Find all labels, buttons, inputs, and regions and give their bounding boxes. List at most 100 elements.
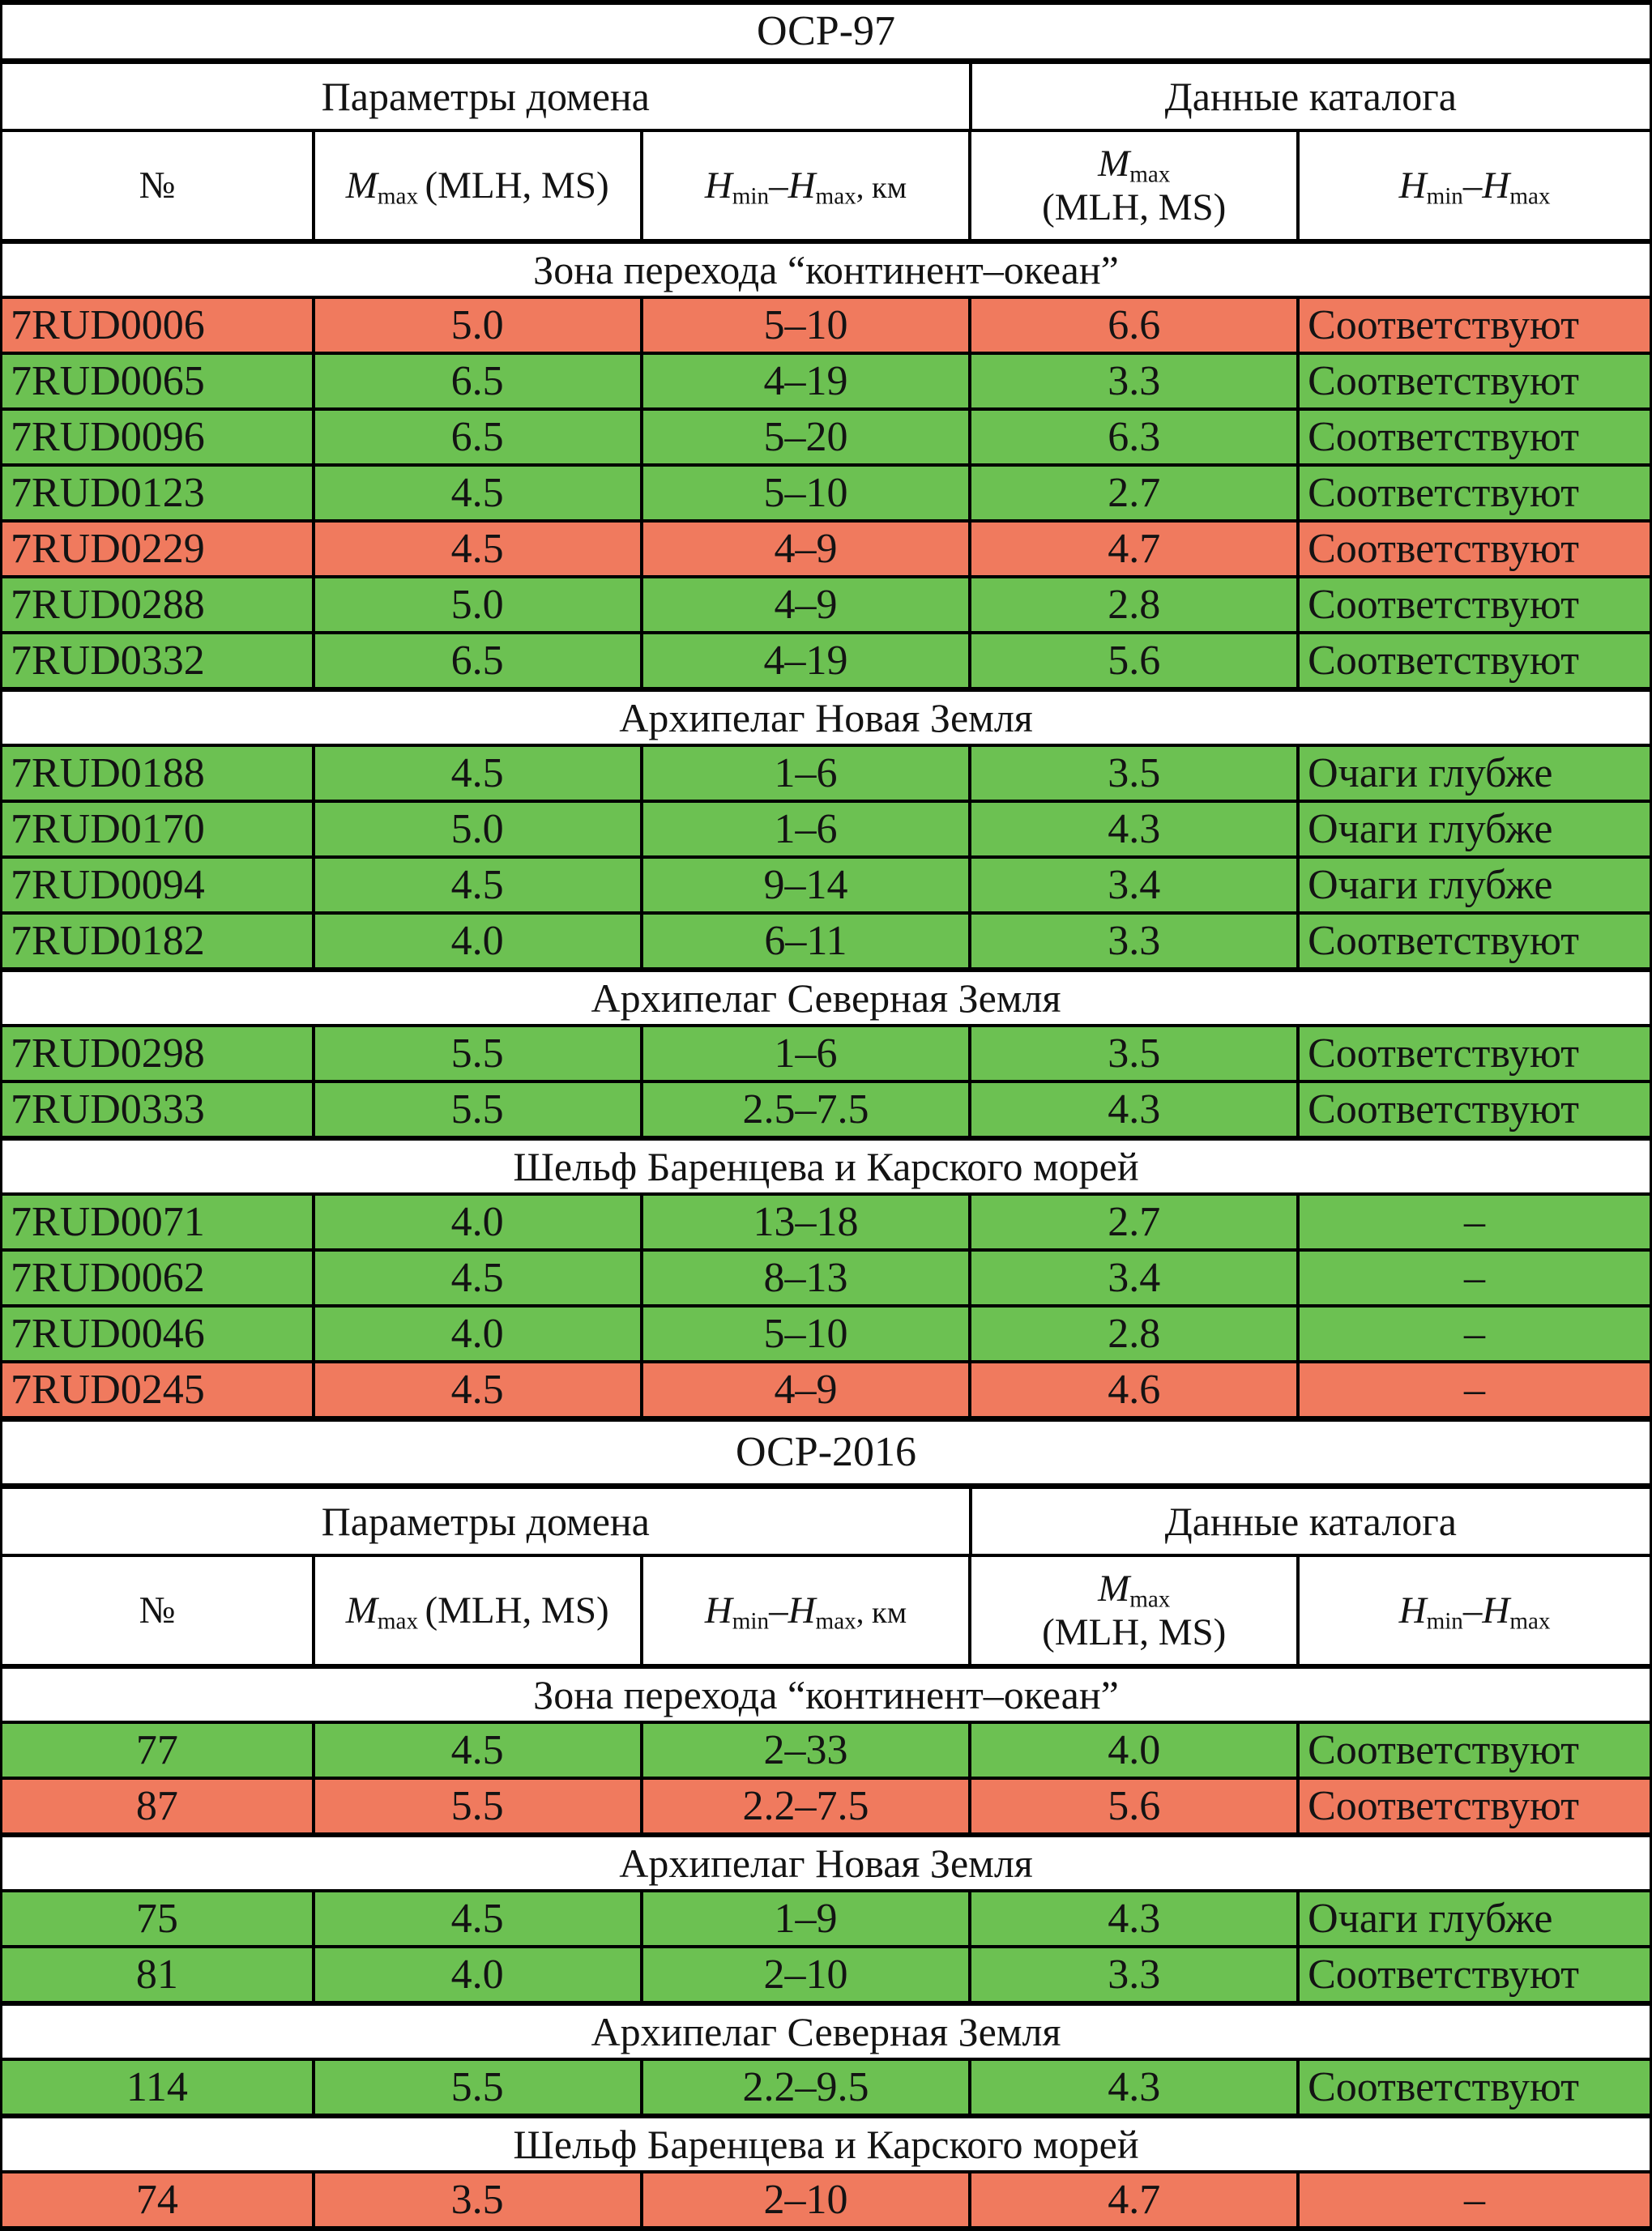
cell-status: Соответствуют [1296,299,1650,352]
table-title-osr97: ОСР-97 [756,8,896,54]
cell-hrange-domain: 2–10 [639,1948,969,2001]
cell-mmax-catalog: 6.6 [968,299,1296,352]
cell-domain-number: 7RUD0094 [11,861,205,908]
col-header-hrange-domain: Hmin–Hmax, км [639,1557,969,1664]
cell-mmax-domain: 4.5 [311,747,640,800]
cell-domain-number: 7RUD0333 [11,1086,205,1133]
cell-mmax-catalog: 3.3 [968,915,1296,967]
section-title: Архипелаг Северная Земля [2,2001,1650,2058]
cell-domain-number: 7RUD0298 [11,1030,205,1077]
column-headers: № Mmax (MLH, MS) Hmin–Hmax, км Mmax (MLH,… [2,129,1650,239]
cell-domain-number: 81 [135,1951,178,1998]
cell-mmax-domain: 5.0 [311,803,640,855]
cell-hrange-domain: 9–14 [639,859,969,911]
cell-status: Очаги глубже [1296,747,1650,800]
col-header-mmax-catalog: Mmax (MLH, MS) [968,132,1296,239]
cell-status: Соответствуют [1296,411,1650,463]
table-row: 7RUD0006 5.0 5–10 6.6 Соответствуют [2,296,1650,352]
cell-mmax-catalog: 3.3 [968,355,1296,407]
cell-status: Соответствуют [1296,1948,1650,2001]
column-group-catalog: Данные каталога [968,64,1650,129]
cell-hrange-domain: 5–10 [639,299,969,352]
cell-mmax-catalog: 4.3 [968,1083,1296,1136]
section-title: Зона перехода “континент–океан” [2,1664,1650,1721]
cell-hrange-domain: 1–6 [639,803,969,855]
col-header-hrange-catalog: Hmin–Hmax [1296,1557,1650,1664]
cell-domain-number: 87 [135,1782,178,1829]
cell-mmax-domain: 4.0 [311,915,640,967]
table-row: 7RUD0071 4.0 13–18 2.7– [2,1192,1650,1248]
cell-domain-number: 7RUD0123 [11,469,205,516]
table-row: 7RUD0332 6.5 4–19 5.6 Соответствуют [2,631,1650,687]
cell-mmax-domain: 4.5 [311,1724,640,1777]
cell-hrange-domain: 5–10 [639,1307,969,1360]
math-label: Mmax (MLH, MS) [1042,1567,1226,1654]
section-title: Шельф Баренцева и Карского морей [2,1136,1650,1192]
cell-status: Соответствуют [1296,1027,1650,1080]
cell-hrange-domain: 1–6 [639,747,969,800]
cell-hrange-domain: 5–20 [639,411,969,463]
cell-hrange-domain: 6–11 [639,915,969,967]
table-row: 7RUD0229 4.5 4–9 4.7 Соответствуют [2,519,1650,575]
math-label: Mmax (MLH, MS) [345,164,609,210]
math-label: Hmin–Hmax, км [704,164,907,210]
cell-domain-number: 7RUD0046 [11,1310,205,1357]
cell-status: Очаги глубже [1296,1892,1650,1945]
table-body-osr2016: Зона перехода “континент–океан” 77 4.5 2–33… [2,1664,1650,2226]
cell-mmax-domain: 5.0 [311,578,640,631]
section-title: Архипелаг Новая Земля [2,687,1650,744]
cell-domain-number: 7RUD0245 [11,1366,205,1413]
cell-mmax-domain: 4.5 [311,1252,640,1304]
table-row: 7RUD0333 5.5 2.5–7.5 4.3 Соответствуют [2,1080,1650,1136]
cell-status: Соответствуют [1296,915,1650,967]
cell-status: Очаги глубже [1296,859,1650,911]
col-header-number: № [139,1589,176,1632]
table-title-osr2016: ОСР-2016 [2,1416,1650,1483]
cell-status: Соответствуют [1296,578,1650,631]
cell-mmax-domain: 4.5 [311,859,640,911]
cell-hrange-domain: 4–19 [639,355,969,407]
cell-domain-number: 7RUD0096 [11,413,205,460]
cell-hrange-domain: 1–6 [639,1027,969,1080]
cell-mmax-catalog: 3.5 [968,1027,1296,1080]
cell-domain-number: 74 [135,2176,178,2223]
cell-domain-number: 7RUD0062 [11,1254,205,1301]
cell-domain-number: 7RUD0071 [11,1198,205,1245]
cell-status: Соответствуют [1296,1083,1650,1136]
cell-domain-number: 7RUD0006 [11,301,205,348]
cell-hrange-domain: 4–9 [639,1363,969,1416]
section-title: Зона перехода “континент–океан” [2,239,1650,296]
cell-mmax-catalog: 2.7 [968,1196,1296,1248]
math-label: Hmin–Hmax, км [704,1589,907,1635]
cell-hrange-domain: 8–13 [639,1252,969,1304]
math-label: Hmin–Hmax [1398,1589,1551,1635]
column-group-header: Параметры домена Данные каталога [2,1483,1650,1554]
table-row: 7RUD0062 4.5 8–13 3.4– [2,1248,1650,1304]
column-headers: № Mmax (MLH, MS) Hmin–Hmax, км Mmax (MLH,… [2,1554,1650,1664]
cell-mmax-catalog: 3.4 [968,859,1296,911]
table-row: 87 5.5 2.2–7.5 5.6 Соответствуют [2,1777,1650,1832]
cell-mmax-domain: 4.5 [311,467,640,519]
cell-hrange-domain: 2.2–9.5 [639,2061,969,2114]
table-row: 7RUD0298 5.5 1–6 3.5 Соответствуют [2,1024,1650,1080]
cell-mmax-catalog: 2.8 [968,1307,1296,1360]
table-row: 74 3.5 2–10 4.7– [2,2170,1650,2226]
cell-mmax-domain: 4.5 [311,523,640,575]
cell-mmax-domain: 5.0 [311,299,640,352]
cell-hrange-domain: 4–9 [639,578,969,631]
cell-mmax-catalog: 4.3 [968,2061,1296,2114]
cell-domain-number: 7RUD0332 [11,637,205,684]
cell-domain-number: 7RUD0229 [11,525,205,572]
cell-mmax-catalog: 4.3 [968,1892,1296,1945]
cell-status: – [1296,1252,1650,1304]
cell-domain-number: 75 [135,1895,178,1942]
cell-domain-number: 7RUD0065 [11,357,205,404]
cell-status: – [1296,2173,1650,2226]
cell-domain-number: 114 [126,2063,188,2110]
cell-mmax-catalog: 4.0 [968,1724,1296,1777]
cell-mmax-domain: 6.5 [311,634,640,687]
table-row: 7RUD0182 4.0 6–11 3.3 Соответствуют [2,911,1650,967]
col-header-mmax-catalog: Mmax (MLH, MS) [968,1557,1296,1664]
math-label: Mmax (MLH, MS) [345,1589,609,1635]
